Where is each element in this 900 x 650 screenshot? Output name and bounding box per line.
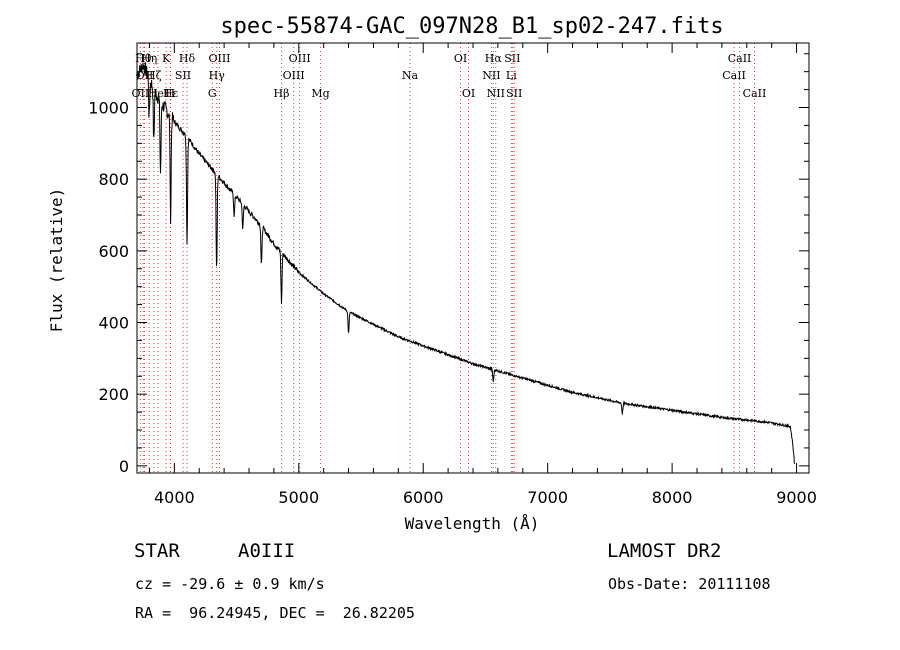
line-mark-label: OI	[462, 87, 475, 100]
y-tick-label: 600	[98, 242, 129, 261]
y-tick-label: 0	[119, 457, 129, 476]
x-tick-label: 8000	[652, 488, 693, 507]
line-mark-label: Hζ	[146, 69, 162, 82]
coordinates: RA = 96.24945, DEC = 26.82205	[135, 604, 415, 622]
line-mark-label: CaII	[743, 87, 767, 100]
line-mark-label: OIII	[283, 69, 305, 82]
line-mark-label: OI	[454, 52, 467, 65]
object-subclass: A0III	[238, 540, 296, 562]
line-mark-label: G	[208, 87, 217, 100]
line-mark-label: Hη	[141, 52, 157, 65]
x-tick-label: 7000	[527, 488, 568, 507]
x-tick-label: 4000	[154, 488, 195, 507]
line-mark-label: Hδ	[179, 52, 196, 65]
x-axis-label: Wavelength (Å)	[405, 514, 540, 533]
line-mark-label: SII	[175, 69, 191, 82]
survey-name: LAMOST DR2	[607, 540, 722, 562]
line-mark-label: Li	[506, 69, 517, 82]
line-mark-label: Hθ	[135, 52, 152, 65]
line-mark-label: NII	[487, 87, 505, 100]
observation-date: Obs-Date: 20111108	[608, 575, 771, 593]
line-mark-label: OII	[132, 87, 150, 100]
line-mark-label: Hβ	[274, 87, 290, 100]
line-mark-label: OIII	[208, 52, 230, 65]
line-mark-label: OII	[136, 69, 154, 82]
line-mark-label: CaII	[728, 52, 752, 65]
line-mark-label: Hγ	[209, 69, 226, 82]
y-tick-label: 1000	[88, 99, 129, 118]
y-tick-label: 800	[98, 170, 129, 189]
line-mark-label: CaII	[722, 69, 746, 82]
line-mark-label: K	[162, 52, 171, 65]
plot-frame	[136, 42, 810, 474]
line-marks: OIIHθOIIHηHζHeIKHεHSIIHδGHγOIIIHβOIIIOII…	[132, 43, 767, 473]
y-tick-label: 400	[98, 314, 129, 333]
line-mark-label: SII	[504, 52, 520, 65]
y-tick-label: 200	[98, 385, 129, 404]
axis-ticks: 4000 5000 6000 7000 8000 9000 0 200 400 600 800 100…	[88, 43, 817, 507]
object-class: STAR	[134, 540, 180, 562]
spectrum-line	[136, 61, 795, 465]
line-mark-label: Hα	[485, 52, 503, 65]
line-mark-label: Mg	[311, 87, 329, 100]
x-tick-label: 5000	[278, 488, 319, 507]
x-tick-label: 9000	[776, 488, 817, 507]
x-tick-label: 6000	[403, 488, 444, 507]
line-mark-label: OIII	[289, 52, 311, 65]
line-mark-label: NII	[482, 69, 500, 82]
line-mark-label: Na	[402, 69, 419, 82]
y-axis-label: Flux (relative)	[47, 188, 66, 333]
chart-title: spec-55874-GAC_097N28_B1_sp02-247.fits	[220, 14, 723, 39]
line-mark-label: H	[166, 87, 176, 100]
radial-velocity: cz = -29.6 ± 0.9 km/s	[135, 575, 325, 593]
line-mark-label: Hε	[163, 87, 179, 100]
line-mark-label: SII	[506, 87, 522, 100]
